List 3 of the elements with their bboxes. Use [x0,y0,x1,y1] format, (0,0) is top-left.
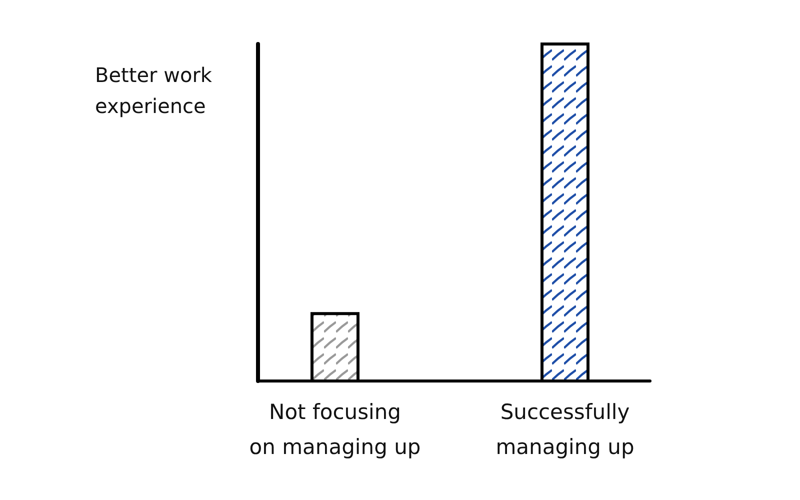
y-axis-title: Better work experience [95,63,212,118]
x-tick-label: Not focusing on managing up [249,400,421,459]
x-tick-label: Successfully managing up [496,400,634,459]
